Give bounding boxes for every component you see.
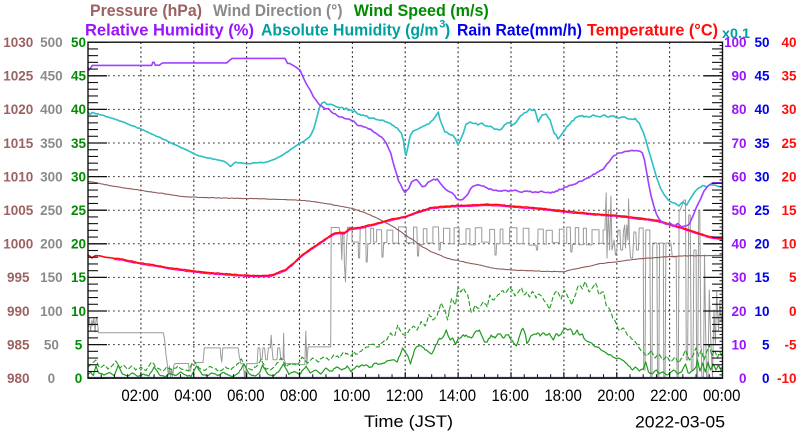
svg-text:04:00: 04:00	[174, 387, 212, 405]
svg-text:40: 40	[731, 237, 746, 252]
svg-text:15: 15	[754, 270, 770, 285]
svg-text:-5: -5	[784, 337, 796, 352]
svg-text:45: 45	[754, 69, 770, 84]
svg-text:0: 0	[75, 371, 83, 386]
svg-text:300: 300	[40, 169, 63, 184]
svg-text:25: 25	[71, 203, 87, 218]
svg-text:00:00: 00:00	[703, 387, 741, 405]
svg-text:Wind Direction (°): Wind Direction (°)	[213, 2, 343, 20]
svg-text:100: 100	[40, 304, 63, 319]
svg-text:50: 50	[71, 35, 86, 50]
svg-text:0: 0	[48, 371, 56, 386]
svg-text:35: 35	[781, 69, 797, 84]
svg-text:14:00: 14:00	[439, 387, 477, 405]
svg-text:500: 500	[40, 35, 63, 50]
svg-text:10: 10	[731, 337, 746, 352]
svg-text:20: 20	[71, 237, 86, 252]
svg-text:1000: 1000	[3, 237, 33, 252]
svg-text:Absolute Humidity (g/m: Absolute Humidity (g/m	[261, 22, 439, 40]
svg-text:35: 35	[71, 136, 87, 151]
svg-text:200: 200	[40, 237, 63, 252]
svg-text:30: 30	[754, 169, 769, 184]
svg-text:3: 3	[439, 19, 445, 31]
svg-text:30: 30	[71, 169, 86, 184]
svg-text:450: 450	[40, 69, 63, 84]
svg-text:0: 0	[789, 304, 797, 319]
svg-text:250: 250	[40, 203, 63, 218]
svg-text:5: 5	[762, 337, 770, 352]
svg-text:0: 0	[739, 371, 747, 386]
svg-text:1025: 1025	[3, 69, 34, 84]
svg-text:25: 25	[781, 136, 797, 151]
svg-text:22:00: 22:00	[650, 387, 688, 405]
svg-text:15: 15	[71, 270, 87, 285]
svg-text:-10: -10	[777, 371, 797, 386]
svg-text:25: 25	[754, 203, 770, 218]
svg-text:5: 5	[75, 337, 83, 352]
svg-text:x0.1: x0.1	[722, 26, 751, 41]
svg-text:50: 50	[754, 35, 769, 50]
svg-text:35: 35	[754, 136, 770, 151]
svg-text:15: 15	[781, 203, 797, 218]
svg-text:40: 40	[754, 102, 769, 117]
svg-text:0: 0	[762, 371, 770, 386]
svg-text:30: 30	[731, 270, 746, 285]
svg-text:980: 980	[7, 371, 30, 386]
svg-text:990: 990	[7, 304, 30, 319]
svg-text:1020: 1020	[3, 102, 33, 117]
svg-text:16:00: 16:00	[491, 387, 529, 405]
svg-text:02:00: 02:00	[121, 387, 159, 405]
svg-text:40: 40	[781, 35, 796, 50]
svg-text:Temperature (°C): Temperature (°C)	[587, 22, 718, 40]
svg-text:995: 995	[7, 270, 30, 285]
svg-text:985: 985	[7, 337, 30, 352]
svg-text:40: 40	[71, 102, 86, 117]
svg-text:1005: 1005	[3, 203, 34, 218]
svg-text:20: 20	[731, 304, 746, 319]
svg-text:10: 10	[781, 237, 796, 252]
svg-text:Wind Speed (m/s): Wind Speed (m/s)	[354, 2, 489, 20]
svg-text:06:00: 06:00	[227, 387, 265, 405]
svg-text:45: 45	[71, 69, 87, 84]
svg-text:18:00: 18:00	[544, 387, 582, 405]
svg-text:50: 50	[44, 337, 59, 352]
svg-text:10:00: 10:00	[333, 387, 371, 405]
svg-text:Rain Rate(mm/h): Rain Rate(mm/h)	[457, 22, 582, 40]
svg-text:20: 20	[754, 237, 769, 252]
svg-text:150: 150	[40, 270, 63, 285]
svg-text:Relative Humidity (%): Relative Humidity (%)	[85, 22, 254, 40]
svg-text:12:00: 12:00	[386, 387, 424, 405]
svg-text:08:00: 08:00	[280, 387, 318, 405]
svg-text:30: 30	[781, 102, 796, 117]
svg-text:10: 10	[71, 304, 86, 319]
svg-text:100: 100	[724, 35, 747, 50]
svg-text:2022-03-05: 2022-03-05	[635, 414, 725, 432]
svg-text:80: 80	[731, 102, 746, 117]
svg-text:70: 70	[731, 136, 746, 151]
svg-text:10: 10	[754, 304, 769, 319]
svg-text:5: 5	[789, 270, 797, 285]
svg-text:400: 400	[40, 102, 63, 117]
svg-text:50: 50	[731, 203, 746, 218]
svg-text:90: 90	[731, 69, 746, 84]
svg-text:Time (JST): Time (JST)	[364, 412, 453, 431]
svg-text:1030: 1030	[3, 35, 33, 50]
svg-text:350: 350	[40, 136, 63, 151]
svg-text:1015: 1015	[3, 136, 34, 151]
svg-text:): )	[445, 22, 451, 40]
svg-text:60: 60	[731, 169, 746, 184]
svg-text:20: 20	[781, 169, 796, 184]
svg-text:Pressure (hPa): Pressure (hPa)	[90, 2, 202, 20]
svg-text:20:00: 20:00	[597, 387, 635, 405]
svg-text:1010: 1010	[3, 169, 33, 184]
